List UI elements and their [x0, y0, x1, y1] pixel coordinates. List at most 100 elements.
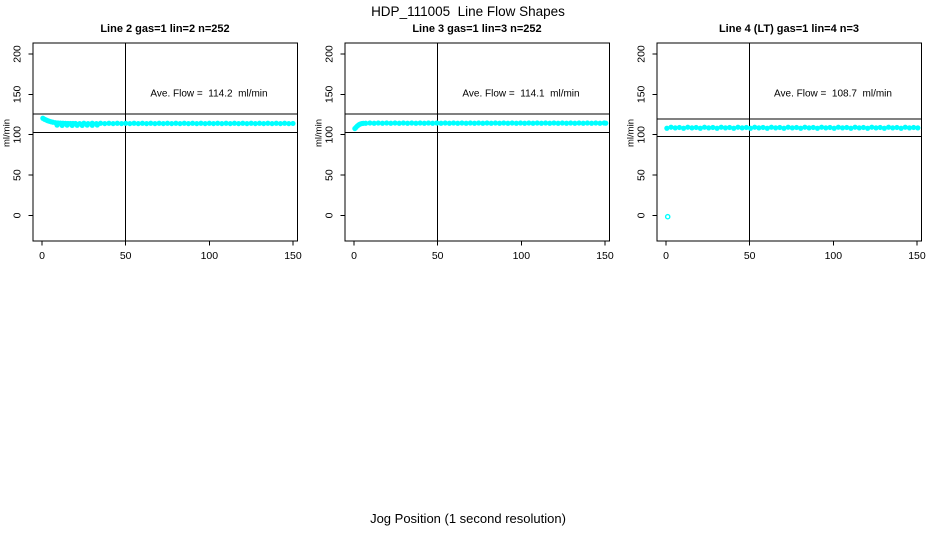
ave-flow-annotation: Ave. Flow = 114.1 ml/min	[462, 88, 580, 100]
data-point	[689, 125, 695, 131]
panel-line3: Line 3 gas=1 lin=3 n=252 ml/min Ave. Flo…	[312, 0, 624, 270]
data-point	[74, 122, 80, 128]
data-point	[773, 125, 779, 131]
data-point	[185, 120, 192, 127]
data-point	[496, 120, 503, 126]
data-point	[860, 124, 867, 131]
x-tick-label: 0	[351, 250, 357, 262]
data-point	[434, 120, 440, 126]
data-point	[59, 122, 65, 128]
data-point	[735, 124, 741, 130]
panel-line4-title: Line 4 (LT) gas=1 lin=4 n=3	[718, 23, 860, 35]
data-point	[273, 120, 279, 126]
y-tick-label: 150	[12, 85, 24, 103]
data-point	[118, 120, 125, 127]
data-point	[911, 124, 917, 131]
data-point	[555, 120, 561, 126]
data-point	[392, 120, 398, 126]
data-point	[223, 120, 229, 126]
data-point	[169, 120, 175, 127]
data-point	[681, 125, 687, 131]
data-point	[806, 125, 812, 131]
data-point	[114, 120, 120, 126]
data-point	[501, 120, 507, 126]
data-point	[727, 124, 733, 131]
data-point	[177, 120, 183, 127]
data-point	[823, 125, 829, 131]
data-point	[509, 120, 515, 126]
data-point	[752, 124, 758, 130]
data-point	[894, 124, 900, 131]
ave-flow-annotation: Ave. Flow = 108.7 ml/min	[774, 88, 892, 100]
data-point	[802, 124, 808, 130]
data-point	[367, 120, 373, 126]
data-point	[471, 120, 478, 126]
data-point	[839, 125, 846, 131]
data-point	[710, 124, 716, 131]
data-point	[706, 125, 712, 131]
data-point	[530, 120, 536, 126]
data-point	[430, 120, 436, 126]
x-tick-label: 150	[908, 250, 926, 262]
data-point	[768, 124, 775, 130]
data-point	[181, 120, 187, 126]
data-point	[425, 120, 432, 126]
data-point	[538, 120, 545, 126]
data-point	[400, 120, 406, 126]
plot-frame	[344, 42, 610, 242]
data-point	[852, 124, 858, 130]
data-point	[764, 125, 770, 131]
data-point	[488, 120, 494, 126]
data-point	[685, 124, 691, 130]
data-point	[231, 120, 238, 126]
data-point	[844, 124, 850, 131]
data-point	[513, 120, 519, 126]
x-tick-label: 50	[120, 250, 132, 262]
outlier-point	[664, 213, 671, 220]
data-point	[215, 120, 221, 126]
data-point	[848, 125, 854, 131]
data-point	[290, 120, 296, 127]
data-point	[576, 120, 582, 126]
data-point	[722, 125, 729, 131]
data-point	[467, 120, 473, 126]
data-point	[603, 120, 609, 126]
data-point	[517, 120, 524, 126]
data-point	[676, 124, 683, 131]
y-tick-label: 100	[12, 126, 24, 144]
x-axis-label: Jog Position (1 second resolution)	[370, 511, 566, 526]
data-point	[438, 120, 444, 126]
x-tick-label: 100	[825, 250, 843, 262]
y-tick-label: 0	[324, 212, 336, 218]
data-point	[375, 120, 381, 126]
data-point	[459, 120, 465, 126]
y-tick-label: 150	[324, 85, 336, 103]
data-point	[413, 120, 419, 126]
data-point	[102, 120, 108, 127]
data-point	[890, 125, 896, 131]
data-point	[584, 120, 591, 126]
data-point	[236, 120, 242, 127]
data-point	[442, 120, 448, 126]
data-point	[756, 125, 762, 131]
data-point	[672, 125, 678, 131]
y-tick-label: 0	[636, 212, 648, 218]
data-point	[597, 120, 603, 126]
data-point	[731, 125, 737, 131]
data-point	[173, 120, 179, 126]
data-point	[810, 124, 816, 131]
data-point	[814, 125, 821, 131]
data-point	[747, 125, 754, 131]
y-tick-label: 50	[324, 169, 336, 181]
data-point	[64, 122, 70, 128]
data-point	[455, 120, 461, 126]
data-point	[206, 120, 212, 126]
panel-line3-title: Line 3 gas=1 lin=3 n=252	[412, 23, 542, 35]
data-point	[480, 120, 486, 126]
data-point	[69, 122, 75, 129]
x-tick-label: 50	[432, 250, 444, 262]
data-point	[244, 120, 250, 127]
data-point	[94, 122, 100, 128]
data-point	[190, 120, 196, 126]
